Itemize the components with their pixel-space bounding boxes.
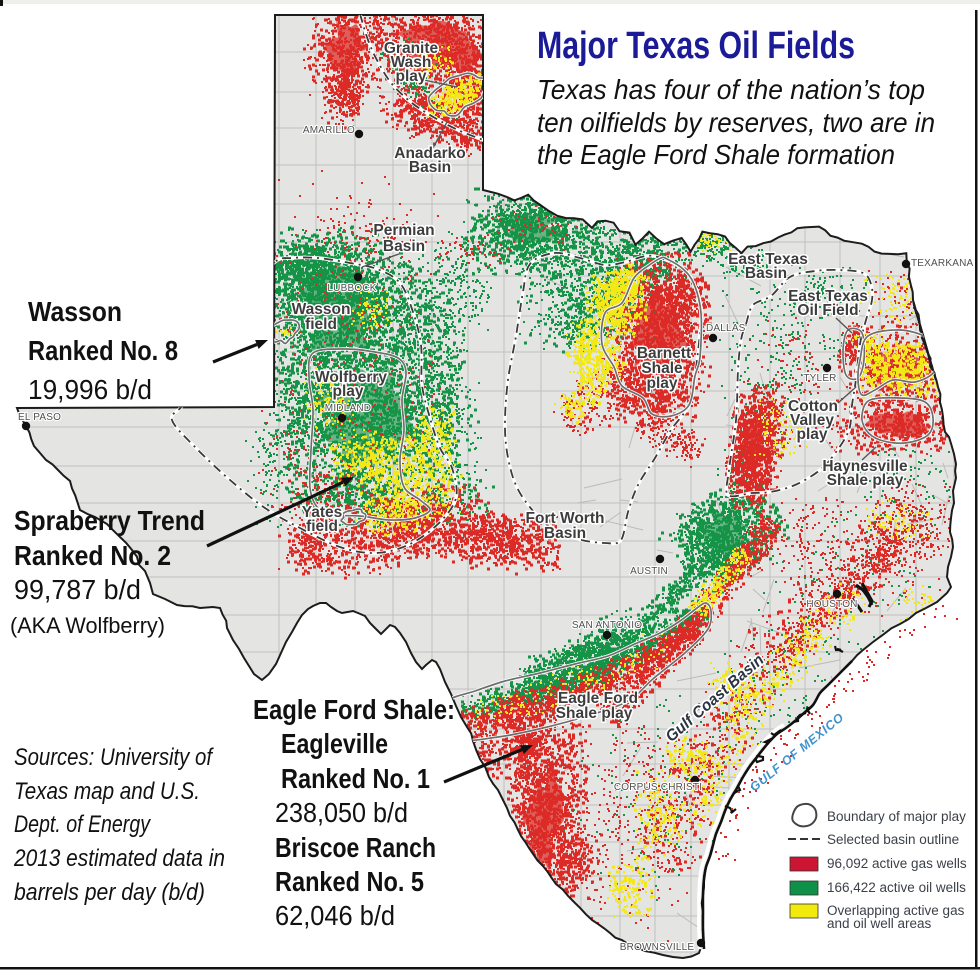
svg-text:Permian: Permian [373,222,434,239]
svg-text:and oil well areas: and oil well areas [827,916,932,931]
svg-text:Basin: Basin [409,159,451,176]
svg-text:Major Texas Oil Fields: Major Texas Oil Fields [537,25,855,67]
svg-text:238,050 b/d: 238,050 b/d [275,797,408,828]
svg-text:Ranked No. 2: Ranked No. 2 [14,540,171,571]
svg-text:19,996 b/d: 19,996 b/d [28,374,152,405]
svg-text:Selected basin outline: Selected basin outline [827,832,959,847]
svg-text:Shale play: Shale play [827,472,904,489]
svg-text:EL PASO: EL PASO [18,412,61,423]
svg-text:Eagleville: Eagleville [281,728,388,759]
svg-text:field: field [306,518,338,535]
svg-text:East Texas: East Texas [788,288,868,305]
svg-text:play: play [796,426,827,443]
svg-text:Yates: Yates [302,504,343,521]
svg-text:(AKA Wolfberry): (AKA Wolfberry) [10,613,165,638]
svg-text:Anadarko: Anadarko [394,145,466,162]
svg-text:Eagle Ford Shale:: Eagle Ford Shale: [253,694,455,725]
svg-text:Oil Field: Oil Field [797,302,858,319]
svg-text:Ranked No. 1: Ranked No. 1 [281,763,430,794]
svg-text:Barnett: Barnett [637,345,691,362]
svg-text:Wolfberry: Wolfberry [315,369,387,386]
svg-text:play: play [646,375,677,392]
svg-text:Boundary of major play: Boundary of major play [827,809,966,824]
svg-text:field: field [305,316,337,333]
svg-text:Spraberry Trend: Spraberry Trend [14,505,205,536]
svg-text:Shale play: Shale play [556,705,633,722]
svg-text:play: play [395,68,426,85]
svg-text:SAN ANTONIO: SAN ANTONIO [572,620,642,631]
svg-text:Sources: University of: Sources: University of [14,744,214,771]
svg-text:BROWNSVILLE: BROWNSVILLE [620,942,695,953]
svg-text:Ranked No. 8: Ranked No. 8 [28,335,178,366]
svg-text:Briscoe Ranch: Briscoe Ranch [275,832,436,863]
svg-text:99,787 b/d: 99,787 b/d [14,574,141,605]
svg-text:LUBBOCK: LUBBOCK [327,283,376,294]
svg-text:Basin: Basin [383,238,425,255]
svg-text:166,422 active oil wells: 166,422 active oil wells [827,880,966,895]
svg-text:play: play [332,383,363,400]
svg-text:Eagle Ford: Eagle Ford [558,690,638,707]
svg-text:Dept. of Energy: Dept. of Energy [14,811,152,838]
svg-text:Valley: Valley [790,412,834,429]
svg-text:62,046 b/d: 62,046 b/d [275,900,395,931]
svg-text:AMARILLO: AMARILLO [303,125,355,136]
svg-text:Wash: Wash [391,54,432,71]
svg-text:Overlapping active gas: Overlapping active gas [827,903,965,918]
svg-text:96,092 active gas wells: 96,092 active gas wells [827,856,967,871]
svg-text:ten oilfields by reserves, two: ten oilfields by reserves, two are in [537,107,935,138]
svg-text:Cotton: Cotton [788,398,838,415]
svg-text:TYLER: TYLER [803,373,836,384]
svg-text:Shale: Shale [641,360,683,377]
svg-text:Texas has four of the nation’s: Texas has four of the nation’s top [537,74,925,105]
svg-text:Granite: Granite [384,40,439,57]
svg-text:the Eagle Ford Shale formation: the Eagle Ford Shale formation [537,139,895,170]
svg-text:Fort Worth: Fort Worth [526,510,605,527]
svg-text:East Texas: East Texas [728,251,808,268]
svg-text:barrels per day (b/d): barrels per day (b/d) [14,879,205,906]
svg-text:Wasson: Wasson [292,301,351,318]
svg-text:Wasson: Wasson [28,296,122,327]
svg-text:Basin: Basin [745,265,787,282]
svg-text:Haynesville: Haynesville [822,458,908,475]
svg-text:HOUSTON: HOUSTON [806,599,857,610]
svg-text:AUSTIN: AUSTIN [630,566,668,577]
svg-text:2013 estimated data in: 2013 estimated data in [13,845,225,872]
svg-text:CORPUS CHRISTI: CORPUS CHRISTI [614,782,702,793]
svg-text:DALLAS: DALLAS [706,323,746,334]
svg-text:Basin: Basin [544,525,586,542]
svg-text:Ranked No. 5: Ranked No. 5 [275,866,424,897]
svg-text:MIDLAND: MIDLAND [325,403,371,414]
svg-text:Texas map and U.S.: Texas map and U.S. [14,778,200,805]
svg-text:TEXARKANA: TEXARKANA [911,258,974,269]
